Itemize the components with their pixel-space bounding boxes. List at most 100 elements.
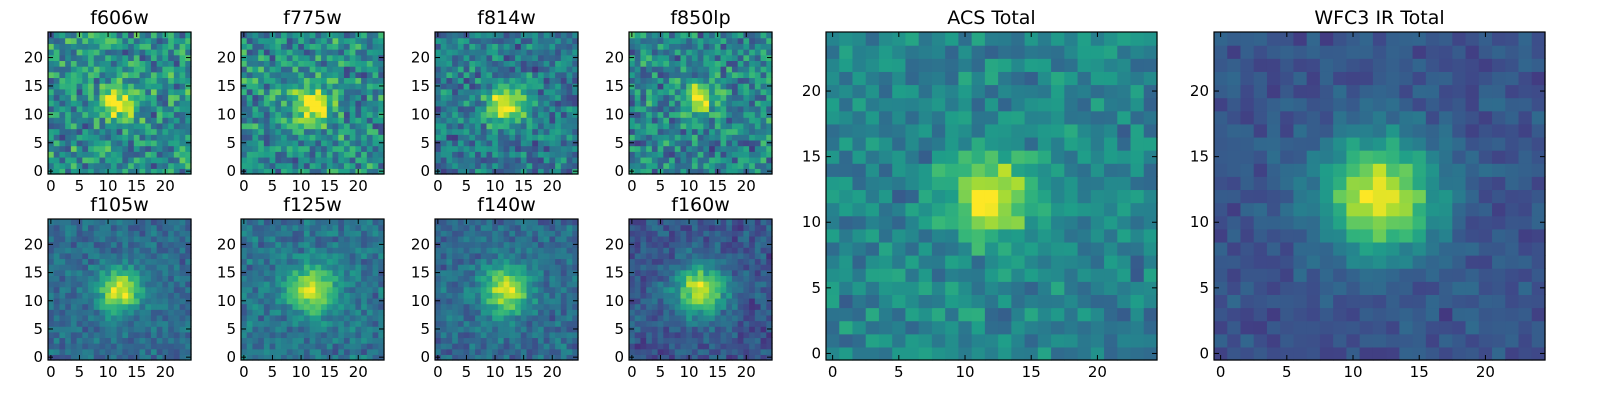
heatmap-cell bbox=[691, 281, 699, 288]
heatmap-cell bbox=[145, 235, 152, 243]
heatmap-cell bbox=[709, 168, 716, 175]
heatmap-cell bbox=[252, 117, 259, 124]
heatmap-cell bbox=[59, 258, 66, 265]
heatmap-cell bbox=[76, 292, 83, 299]
heatmap-cell bbox=[372, 77, 379, 84]
heatmap-cell bbox=[703, 54, 710, 61]
heatmap-cell bbox=[480, 343, 488, 350]
heatmap-cell bbox=[275, 32, 282, 39]
heatmap-cell bbox=[93, 66, 101, 73]
y-tick-label: 5 bbox=[614, 134, 624, 152]
heatmap-cell bbox=[326, 77, 334, 84]
heatmap-cell bbox=[332, 297, 339, 305]
heatmap-cell bbox=[537, 314, 545, 322]
heatmap-cell bbox=[737, 94, 744, 101]
heatmap-cell bbox=[669, 94, 676, 101]
heatmap-cell bbox=[463, 281, 470, 288]
heatmap-cell bbox=[532, 168, 539, 175]
heatmap-cell bbox=[128, 252, 135, 260]
heatmap-cell bbox=[76, 117, 83, 124]
heatmap-cell bbox=[145, 139, 152, 147]
heatmap-cell bbox=[241, 252, 248, 260]
heatmap-cell bbox=[48, 77, 55, 84]
heatmap-cell bbox=[70, 145, 78, 152]
heatmap-cell bbox=[372, 275, 379, 282]
heatmap-cell bbox=[286, 151, 294, 158]
heatmap-cell bbox=[281, 105, 288, 113]
heatmap-cell bbox=[497, 105, 505, 113]
heatmap-cell bbox=[173, 258, 181, 265]
heatmap-cell bbox=[133, 258, 141, 265]
heatmap-cell bbox=[179, 354, 186, 361]
heatmap-cell bbox=[269, 145, 276, 152]
heatmap-cell bbox=[53, 139, 61, 147]
heatmap-cell bbox=[53, 292, 61, 299]
heatmap-cell bbox=[697, 88, 704, 96]
heatmap-cell bbox=[686, 77, 693, 84]
heatmap-cell bbox=[760, 151, 767, 158]
heatmap-cell bbox=[372, 54, 379, 61]
heatmap-cell bbox=[440, 168, 448, 175]
heatmap-cell bbox=[657, 343, 664, 350]
y-tick-label: 10 bbox=[24, 105, 43, 123]
heatmap-cell bbox=[709, 60, 716, 67]
heatmap-cell bbox=[298, 156, 305, 164]
heatmap-cell bbox=[640, 117, 647, 124]
heatmap-cell bbox=[435, 292, 442, 299]
heatmap-cell bbox=[258, 60, 265, 67]
heatmap-cell bbox=[378, 292, 385, 299]
heatmap-cell bbox=[566, 162, 573, 169]
heatmap-cell bbox=[520, 71, 528, 79]
heatmap-cell bbox=[128, 151, 135, 158]
y-tick-label: 10 bbox=[411, 292, 430, 310]
heatmap-cell bbox=[179, 168, 186, 175]
heatmap-cell bbox=[309, 94, 316, 101]
heatmap-cell bbox=[145, 219, 152, 226]
heatmap-cell bbox=[93, 224, 101, 231]
heatmap-cell bbox=[263, 162, 271, 169]
heatmap-cell bbox=[475, 151, 482, 158]
heatmap-cell bbox=[378, 60, 385, 67]
heatmap-cell bbox=[452, 326, 459, 333]
heatmap-cell bbox=[263, 88, 271, 96]
heatmap-cell bbox=[475, 252, 482, 260]
heatmap-cell bbox=[338, 354, 345, 361]
heatmap-cell bbox=[457, 128, 465, 135]
heatmap-cell bbox=[246, 66, 254, 73]
heatmap-cell bbox=[128, 83, 135, 90]
heatmap-cell bbox=[361, 168, 368, 175]
heatmap-cell bbox=[663, 100, 670, 107]
heatmap-cell bbox=[258, 286, 265, 293]
heatmap-cell bbox=[640, 94, 647, 101]
heatmap-cell bbox=[572, 77, 579, 84]
heatmap-cell bbox=[515, 275, 522, 282]
heatmap-cell bbox=[629, 134, 636, 141]
heatmap-cell bbox=[378, 128, 385, 135]
heatmap-cell bbox=[566, 264, 573, 271]
heatmap-cell bbox=[82, 247, 89, 254]
heatmap-cell bbox=[246, 49, 254, 56]
heatmap-cell bbox=[82, 297, 89, 305]
heatmap-cell bbox=[332, 230, 339, 237]
heatmap-cell bbox=[743, 117, 750, 124]
heatmap-cell bbox=[59, 71, 66, 79]
heatmap-cell bbox=[309, 71, 316, 79]
heatmap-cell bbox=[469, 32, 476, 39]
heatmap-cell bbox=[486, 83, 493, 90]
heatmap-cell bbox=[497, 162, 505, 169]
heatmap-cell bbox=[492, 258, 499, 265]
heatmap-cell bbox=[537, 247, 545, 254]
heatmap-cell bbox=[372, 264, 379, 271]
heatmap-cell bbox=[185, 43, 192, 50]
heatmap-cell bbox=[714, 49, 722, 56]
heatmap-cell bbox=[646, 100, 653, 107]
heatmap-cell bbox=[122, 111, 129, 118]
heatmap-cell bbox=[332, 309, 339, 316]
heatmap-cell bbox=[435, 128, 442, 135]
heatmap-cell bbox=[65, 111, 72, 118]
heatmap-cell bbox=[463, 247, 470, 254]
heatmap-cell bbox=[760, 275, 767, 282]
heatmap-cell bbox=[116, 331, 123, 339]
heatmap-cell bbox=[469, 83, 476, 90]
heatmap-cell bbox=[332, 77, 339, 84]
